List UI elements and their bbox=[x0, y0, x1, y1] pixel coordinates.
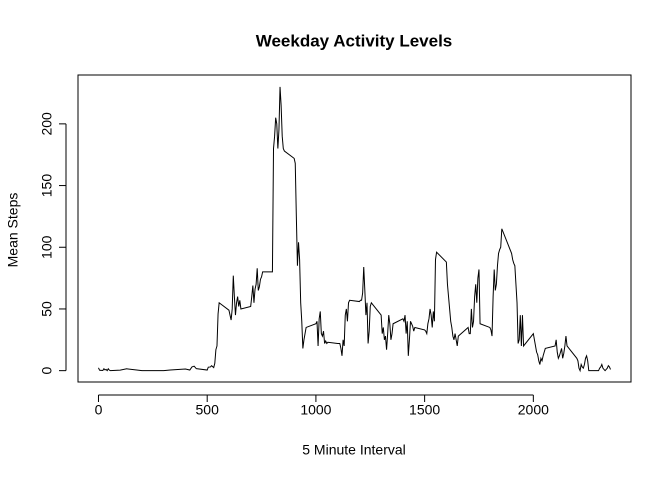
y-tick-label: 50 bbox=[39, 301, 55, 317]
x-tick-label: 1500 bbox=[409, 402, 440, 418]
x-tick-label: 500 bbox=[196, 402, 220, 418]
y-axis-label: Mean Steps bbox=[5, 193, 21, 268]
x-tick-label: 0 bbox=[95, 402, 103, 418]
x-axis-label: 5 Minute Interval bbox=[302, 442, 406, 458]
y-tick-label: 100 bbox=[39, 235, 55, 259]
plot-box bbox=[77, 74, 632, 383]
data-line bbox=[98, 86, 611, 373]
y-tick-label: 0 bbox=[39, 367, 55, 375]
x-tick-label: 1000 bbox=[300, 402, 331, 418]
y-tick-label: 200 bbox=[39, 112, 55, 136]
x-tick-label: 2000 bbox=[518, 402, 549, 418]
chart-title: Weekday Activity Levels bbox=[256, 31, 453, 50]
y-tick-label: 150 bbox=[39, 174, 55, 198]
